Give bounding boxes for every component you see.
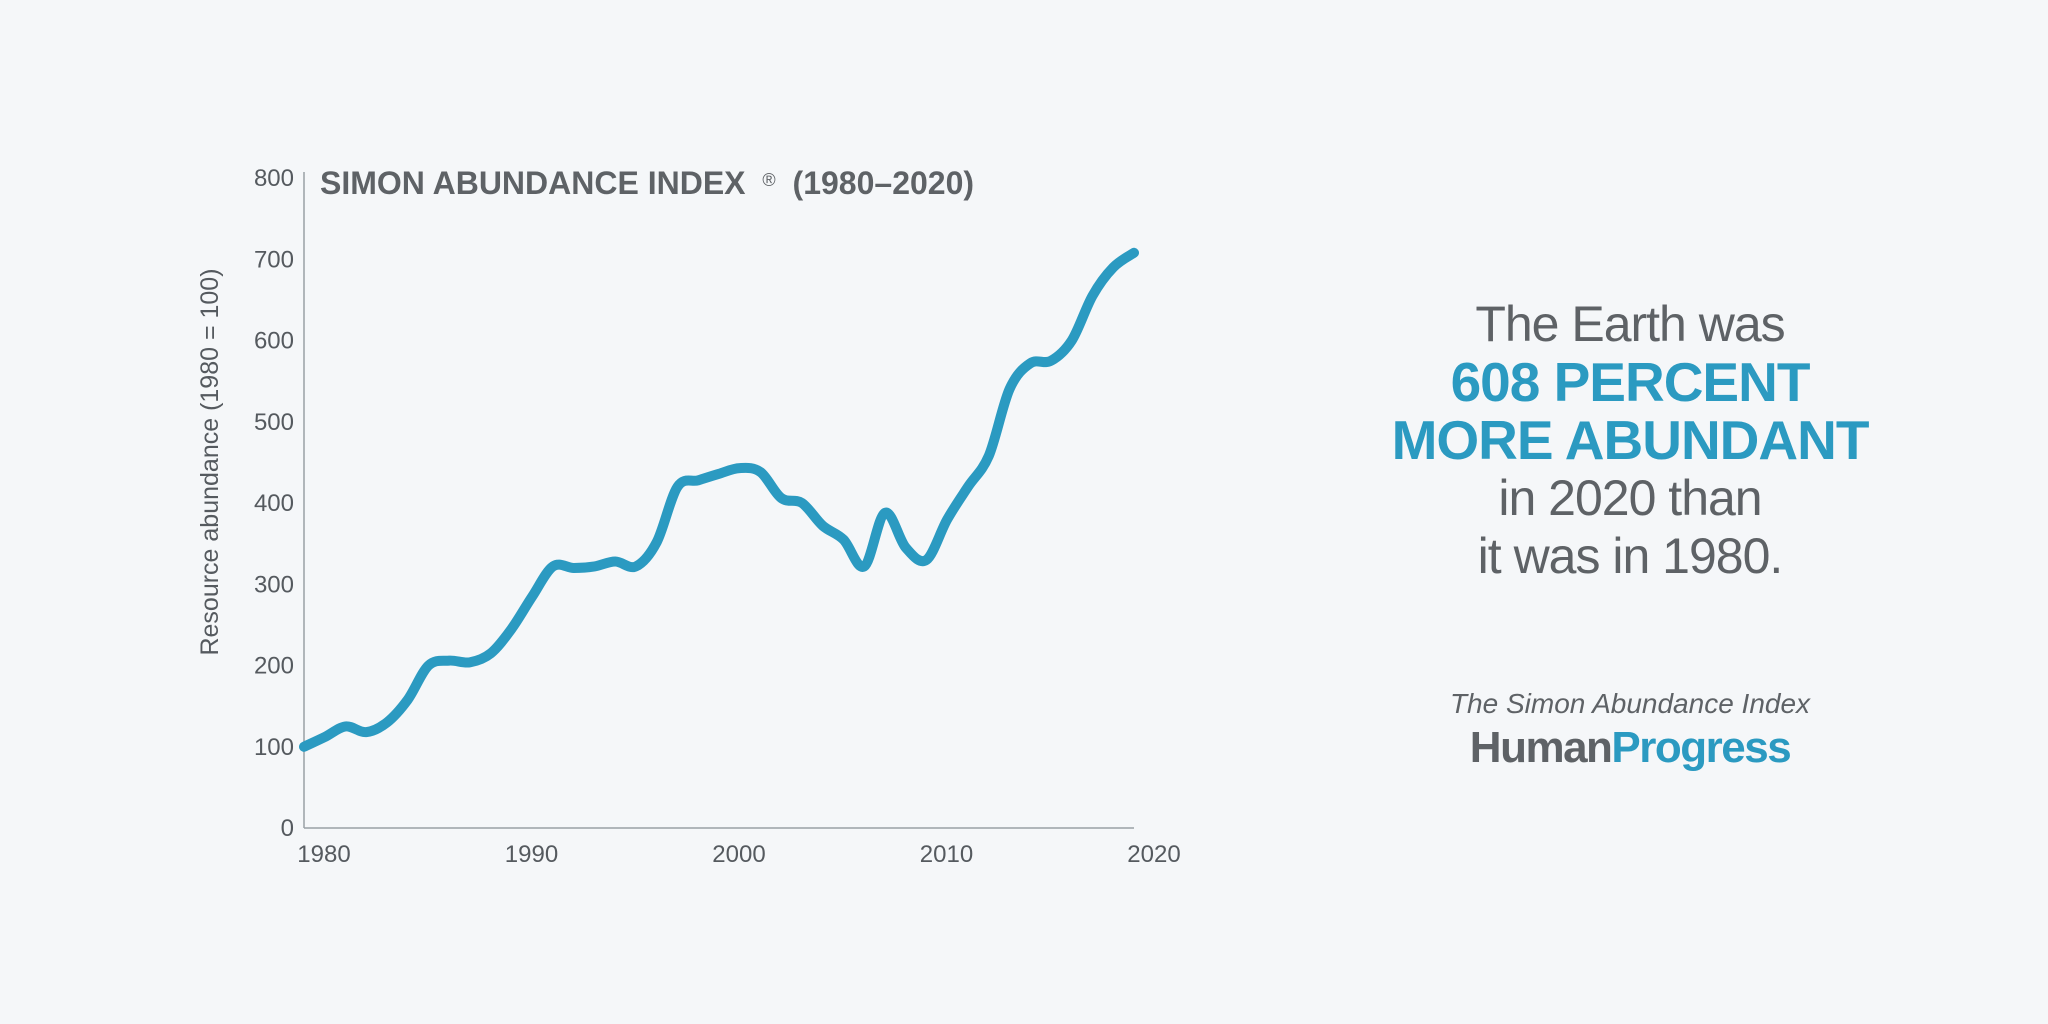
y-axis-label: Resource abundance (1980 = 100) xyxy=(196,268,224,655)
brand-subtitle: The Simon Abundance Index xyxy=(1449,688,1811,719)
y-axis-ticks: 0 100 200 300 400 500 600 700 800 xyxy=(254,165,294,842)
y-tick-label: 500 xyxy=(254,409,294,436)
headline-line-1: The Earth was xyxy=(1475,296,1785,352)
y-tick-label: 700 xyxy=(254,246,294,273)
y-tick-label: 100 xyxy=(254,734,294,761)
chart-title: SIMON ABUNDANCE INDEX ® (1980–2020) xyxy=(320,157,974,201)
headline-highlight-1: 608 PERCENT xyxy=(1450,351,1811,413)
y-tick-label: 200 xyxy=(254,653,294,680)
x-tick-label: 2020 xyxy=(1127,841,1180,868)
x-tick-label: 2000 xyxy=(712,841,765,868)
headline-line-5: it was in 1980. xyxy=(1477,528,1784,584)
logo-human: Human xyxy=(1469,723,1613,772)
y-tick-label: 600 xyxy=(254,328,294,355)
x-tick-label: 1980 xyxy=(297,841,350,868)
chart-title-range: (1980–2020) xyxy=(793,165,974,201)
y-tick-label: 300 xyxy=(254,571,294,598)
registered-mark: ® xyxy=(762,170,775,190)
y-tick-label: 400 xyxy=(254,490,294,517)
x-axis-ticks: 1980 1990 2000 2010 2020 xyxy=(297,841,1180,868)
x-tick-label: 1990 xyxy=(505,841,558,868)
headline-highlight-2: MORE ABUNDANT xyxy=(1391,409,1870,471)
brand-block: The Simon Abundance Index HumanProgress xyxy=(1340,686,1920,774)
y-tick-label: 800 xyxy=(254,165,294,192)
headline-line-4: in 2020 than xyxy=(1498,470,1762,526)
chart-title-text: SIMON ABUNDANCE INDEX xyxy=(320,165,746,201)
humanprogress-logo: HumanProgress xyxy=(1340,722,1920,774)
abundance-index-line xyxy=(299,247,1139,752)
headline: The Earth was 608 PERCENT MORE ABUNDANT … xyxy=(1340,295,1920,585)
logo-progress: Progress xyxy=(1611,723,1791,772)
x-tick-label: 2010 xyxy=(920,841,973,868)
y-tick-label: 0 xyxy=(281,815,294,842)
